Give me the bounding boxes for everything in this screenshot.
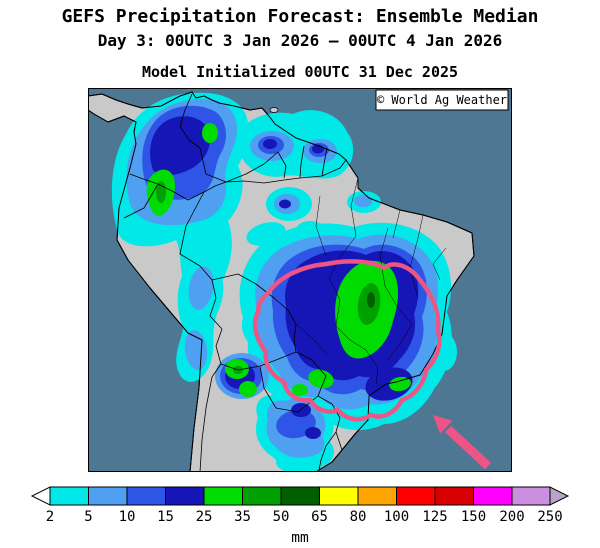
legend-tick-label: 50 — [273, 509, 290, 525]
legend-tick-label: 65 — [311, 509, 328, 525]
legend-tick-label: 250 — [537, 509, 562, 525]
legend-segment — [319, 486, 359, 506]
trinidad-island — [269, 107, 279, 113]
watermark-text: © World Ag Weather — [377, 93, 507, 107]
legend-segment — [396, 486, 436, 506]
legend-tick-label: 80 — [350, 509, 367, 525]
forecast-period: Day 3: 00UTC 3 Jan 2026 – 00UTC 4 Jan 20… — [97, 31, 503, 50]
precip-blob — [305, 427, 321, 439]
legend-tick-label: 15 — [157, 509, 174, 525]
precip-blob — [308, 369, 334, 389]
precip-blob — [150, 116, 210, 176]
highlight-region-outline — [253, 259, 442, 422]
precip-blob — [279, 199, 291, 209]
precip-blob — [367, 292, 375, 308]
coastline — [88, 91, 475, 472]
precip-blob — [188, 266, 214, 310]
legend-segment — [126, 486, 166, 506]
legend-segment — [357, 486, 397, 506]
precip-blob — [202, 123, 218, 143]
legend-bar — [30, 486, 570, 506]
legend-segment — [280, 486, 320, 506]
legend-tick-label: 35 — [234, 509, 251, 525]
legend-tick-label: 2 — [46, 509, 54, 525]
precip-blob — [354, 195, 372, 207]
legend-tick-label: 10 — [119, 509, 136, 525]
precip-50-65-layer — [367, 292, 375, 308]
map-frame — [88, 88, 512, 472]
precip-blob — [292, 384, 308, 396]
legend-left-cap — [30, 486, 51, 506]
legend-tick-label: 200 — [499, 509, 524, 525]
legend-segment — [49, 486, 89, 506]
legend-tick-labels: 2 5 10 15 25 35 50 65 80 100 125 150 200… — [46, 509, 563, 525]
precip-color-scale: 2 5 10 15 25 35 50 65 80 100 125 150 200… — [30, 486, 570, 546]
watermark-background — [375, 89, 509, 111]
legend-tick-label: 5 — [84, 509, 92, 525]
precipitation-map: © World Ag Weather — [88, 88, 512, 472]
legend-segment — [511, 486, 551, 506]
legend-tick-label: 125 — [422, 509, 447, 525]
page-title: GEFS Precipitation Forecast: Ensemble Me… — [61, 6, 539, 27]
legend-tick-label: 25 — [196, 509, 213, 525]
legend-segment — [165, 486, 205, 506]
legend-segment — [434, 486, 474, 506]
legend-segment — [203, 486, 243, 506]
highlight-arrow-shaft — [444, 425, 492, 470]
legend-segment — [242, 486, 282, 506]
state-borders — [295, 177, 447, 385]
precip-blob — [239, 381, 257, 397]
legend-segment — [473, 486, 513, 506]
watermark-box: © World Ag Weather — [375, 89, 509, 111]
precip-blob — [389, 376, 411, 392]
legend-unit-label: mm — [291, 530, 309, 546]
legend-tick-label: 150 — [461, 509, 486, 525]
legend-segment — [88, 486, 128, 506]
model-init-line: Model Initialized 00UTC 31 Dec 2025 — [141, 63, 459, 81]
precip-blob — [263, 139, 277, 149]
legend-tick-label: 100 — [384, 509, 409, 525]
highlight-arrow-head — [433, 415, 453, 434]
legend-right-cap — [549, 486, 570, 506]
